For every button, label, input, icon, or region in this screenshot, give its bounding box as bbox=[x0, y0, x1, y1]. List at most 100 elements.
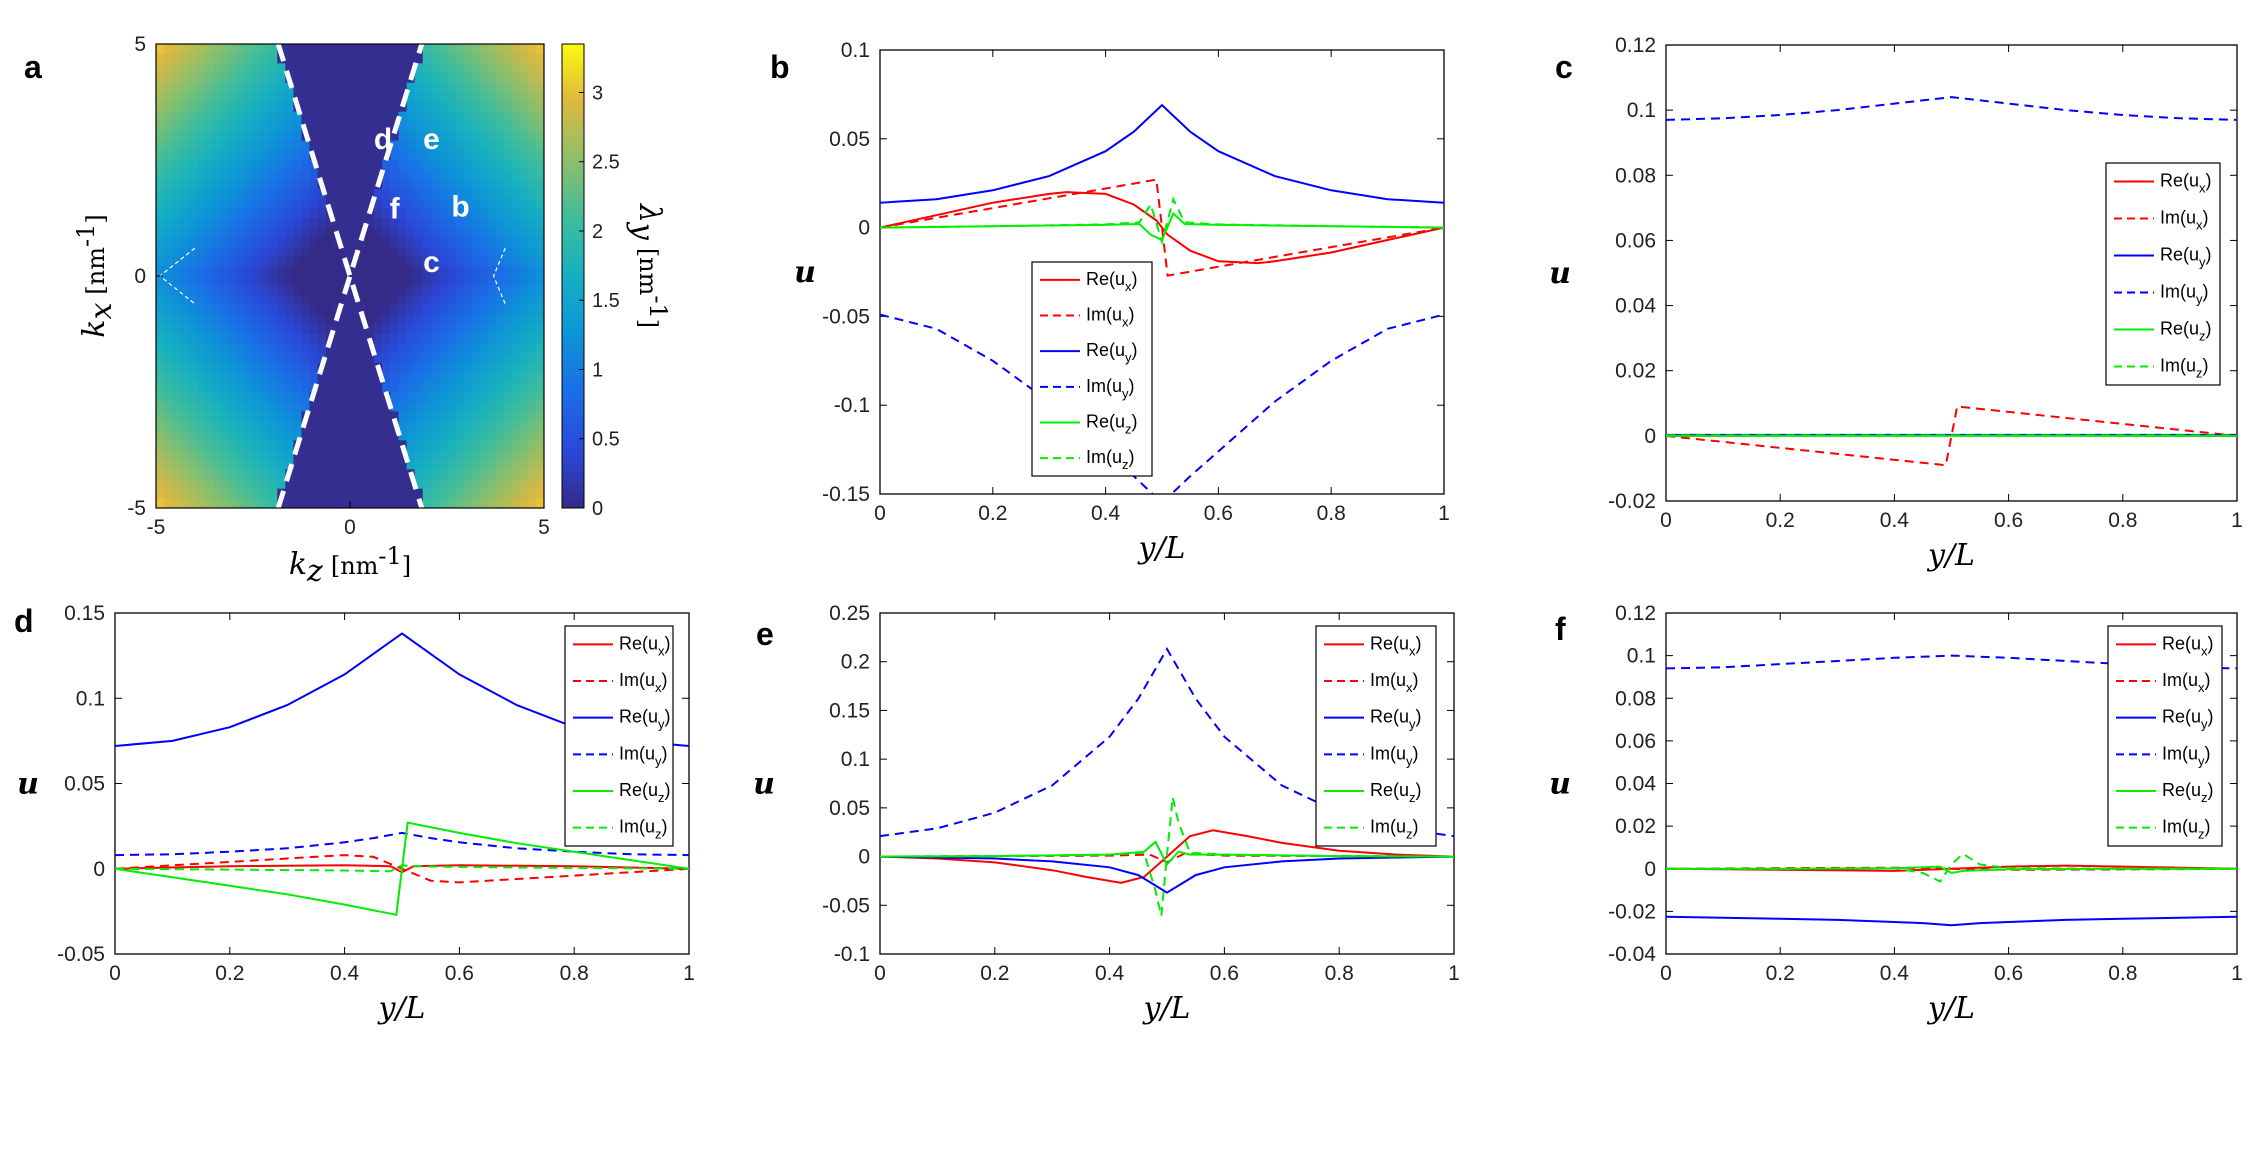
heatmap-cell bbox=[495, 459, 505, 470]
heatmap-cell bbox=[438, 343, 448, 354]
heatmap-cell bbox=[406, 160, 416, 171]
heatmap-cell bbox=[236, 479, 246, 490]
panel-label-b: b bbox=[770, 49, 790, 85]
heatmap-cell bbox=[495, 92, 505, 103]
heatmap-cell bbox=[487, 353, 497, 364]
heatmap-cell bbox=[301, 469, 311, 480]
heatmap-cell bbox=[164, 160, 173, 171]
heatmap-cell bbox=[398, 334, 408, 345]
heatmap-cell bbox=[503, 372, 513, 383]
heatmap-cell bbox=[527, 488, 537, 499]
heatmap-cell bbox=[366, 353, 375, 364]
heatmap-cell bbox=[220, 479, 230, 490]
heatmap-cell bbox=[398, 314, 408, 325]
heatmap-cell bbox=[301, 353, 311, 364]
heatmap-cell bbox=[156, 189, 165, 200]
heatmap-cell bbox=[317, 421, 327, 432]
heatmap-cell bbox=[253, 324, 262, 335]
heatmap-cell bbox=[269, 53, 278, 64]
heatmap-cell bbox=[447, 140, 456, 151]
colorbar-tick-label: 2.5 bbox=[592, 152, 620, 174]
heatmap-cell bbox=[535, 131, 544, 142]
heatmap-cell bbox=[180, 343, 189, 354]
heatmap-cell bbox=[519, 372, 529, 383]
heatmap-cell bbox=[341, 131, 351, 142]
heatmap-cell bbox=[527, 169, 537, 180]
heatmap-cell bbox=[398, 160, 408, 171]
heatmap-cell bbox=[180, 440, 189, 451]
heatmap-cell bbox=[463, 334, 472, 345]
heatmap-cell bbox=[293, 189, 303, 200]
heatmap-cell bbox=[325, 227, 335, 238]
heatmap-cell bbox=[430, 334, 440, 345]
heatmap-cell bbox=[220, 498, 230, 508]
heatmap-cell bbox=[495, 488, 505, 499]
heatmap-cell bbox=[447, 382, 456, 393]
heatmap-cell bbox=[414, 140, 424, 151]
heatmap-cell bbox=[228, 469, 238, 480]
heatmap-cell bbox=[382, 92, 392, 103]
heatmap-cell bbox=[398, 121, 408, 132]
heatmap-cell bbox=[487, 179, 497, 190]
heatmap-cell bbox=[269, 121, 278, 132]
heatmap-cell bbox=[455, 92, 464, 103]
heatmap-cell bbox=[511, 111, 521, 122]
heatmap-cell bbox=[164, 247, 173, 258]
heatmap-cell bbox=[519, 440, 529, 451]
heatmap-cell bbox=[261, 353, 270, 364]
heatmap-cell bbox=[382, 440, 392, 451]
heatmap-cell bbox=[317, 440, 327, 451]
heatmap-cell bbox=[471, 343, 480, 354]
heatmap-cell bbox=[285, 237, 295, 248]
heatmap-cell bbox=[277, 140, 286, 151]
heatmap-cell bbox=[535, 382, 544, 393]
heatmap-cell bbox=[463, 227, 472, 238]
heatmap-cell bbox=[519, 295, 529, 306]
heatmap-cell bbox=[511, 411, 521, 422]
heatmap-cell bbox=[285, 256, 295, 267]
heatmap-cell bbox=[422, 256, 432, 267]
heatmap-cell bbox=[414, 430, 424, 441]
heatmap-cell bbox=[172, 421, 181, 432]
heatmap-cell bbox=[228, 372, 238, 383]
heatmap-cell bbox=[196, 372, 206, 383]
heatmap-cell bbox=[430, 430, 440, 441]
legend-entry: Im(uz) bbox=[1370, 817, 1419, 842]
heatmap-cell bbox=[382, 382, 392, 393]
heatmap-cell bbox=[455, 44, 464, 55]
heatmap-cell bbox=[527, 469, 537, 480]
heatmap-cell bbox=[261, 160, 270, 171]
heatmap-cell bbox=[447, 189, 456, 200]
heatmap-cell bbox=[180, 305, 189, 316]
heatmap-cell bbox=[503, 343, 513, 354]
heatmap-cell bbox=[212, 459, 222, 470]
heatmap-cell bbox=[390, 401, 400, 412]
x-axis-label: y/L bbox=[1142, 991, 1191, 1026]
heatmap-cell bbox=[253, 382, 262, 393]
heatmap-cell bbox=[269, 363, 278, 374]
heatmap-cell bbox=[535, 334, 544, 345]
heatmap-cell bbox=[374, 169, 383, 180]
heatmap-cell bbox=[228, 169, 238, 180]
heatmap-cell bbox=[212, 324, 222, 335]
heatmap-cell bbox=[398, 363, 408, 374]
heatmap-cell bbox=[180, 411, 189, 422]
heatmap-cell bbox=[487, 227, 497, 238]
heatmap-cell bbox=[350, 218, 359, 229]
heatmap-cell bbox=[447, 227, 456, 238]
heatmap-cell bbox=[471, 218, 480, 229]
heatmap-cell bbox=[317, 479, 327, 490]
heatmap-cell bbox=[228, 131, 238, 142]
heatmap-cell bbox=[277, 314, 286, 325]
heatmap-cell bbox=[463, 353, 472, 364]
heatmap-cell bbox=[398, 82, 408, 93]
heatmap-cell bbox=[341, 392, 351, 403]
heatmap-cell bbox=[511, 227, 521, 238]
heatmap-cell bbox=[422, 140, 432, 151]
heatmap-cell bbox=[228, 401, 238, 412]
heatmap-cell bbox=[358, 353, 367, 364]
heatmap-cell bbox=[406, 440, 416, 451]
heatmap-cell bbox=[366, 160, 375, 171]
heatmap-cell bbox=[180, 488, 189, 499]
heatmap-cell bbox=[244, 82, 254, 93]
